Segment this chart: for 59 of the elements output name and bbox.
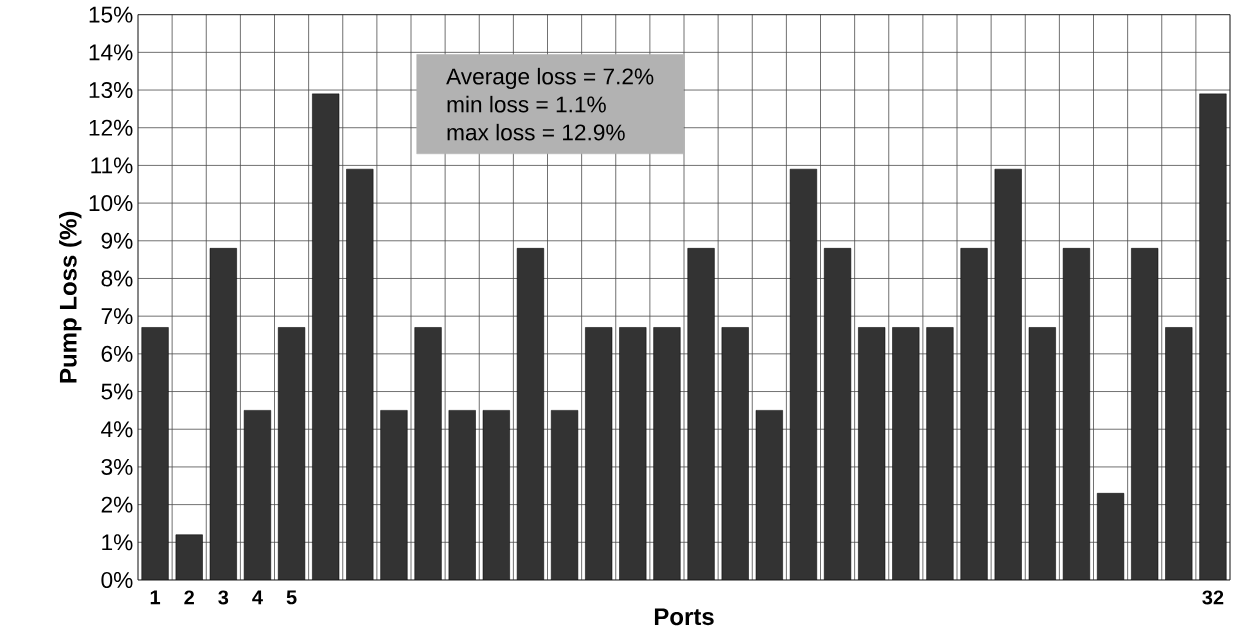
y-tick-label: 1%: [102, 534, 133, 551]
y-tick-label: 13%: [89, 82, 133, 99]
annotation: max loss = 12.9%: [447, 123, 625, 141]
bar: [1199, 93, 1227, 580]
annotation: Average loss = 7.2%: [446, 67, 654, 89]
y-tick-label: 15%: [89, 6, 133, 23]
bar: [414, 327, 442, 580]
bar: [721, 327, 749, 580]
x-tick-label: 32: [1202, 590, 1224, 605]
bar: [687, 248, 715, 580]
x-tick-label: 4: [252, 590, 263, 605]
x-tick-label: 1: [150, 590, 161, 605]
y-tick-label: 9%: [101, 232, 133, 249]
bar: [1063, 248, 1090, 580]
bar: [824, 248, 851, 580]
y-tick-label: 10%: [89, 195, 133, 212]
bar: [517, 248, 544, 580]
x-axis-title: Ports: [654, 608, 714, 626]
bar: [756, 410, 783, 580]
bar: [926, 327, 954, 580]
bar: [175, 534, 203, 580]
bar: [858, 327, 885, 580]
bar: [585, 327, 612, 580]
y-tick-label: 5%: [101, 383, 133, 400]
bar: [1097, 493, 1124, 580]
y-tick-label: 8%: [101, 270, 133, 287]
bar: [1131, 248, 1158, 580]
bar: [380, 410, 408, 580]
bar: [312, 93, 339, 580]
y-tick-label: 14%: [89, 44, 133, 61]
y-axis-title: Pump Loss (%): [59, 211, 82, 383]
bar: [448, 410, 476, 580]
y-tick-label: 11%: [91, 157, 133, 174]
bar: [619, 327, 647, 580]
bar: [892, 327, 920, 580]
x-tick-label: 5: [286, 590, 297, 605]
bar: [210, 248, 237, 580]
bar: [244, 410, 271, 580]
bar: [141, 327, 169, 580]
bar: [790, 169, 817, 580]
y-tick-label: 3%: [101, 458, 133, 475]
y-tick-label: 12%: [89, 119, 133, 136]
y-tick-label: 2%: [101, 496, 133, 513]
y-tick-label: 7%: [101, 308, 133, 325]
y-tick-label: 4%: [101, 421, 133, 438]
bar: [278, 327, 305, 580]
bar: [960, 248, 988, 580]
bar: [1165, 327, 1193, 580]
y-tick-label: 6%: [101, 345, 133, 362]
bar: [1029, 327, 1056, 580]
y-tick-label: 0%: [101, 571, 133, 589]
bar: [994, 169, 1022, 580]
annotation: min loss = 1.1%: [447, 95, 606, 113]
bar: [551, 410, 578, 580]
bar: [483, 410, 510, 580]
bar: [346, 169, 374, 580]
x-tick-label: 2: [184, 590, 194, 605]
x-tick-label: 3: [218, 590, 229, 605]
bar: [653, 327, 681, 580]
